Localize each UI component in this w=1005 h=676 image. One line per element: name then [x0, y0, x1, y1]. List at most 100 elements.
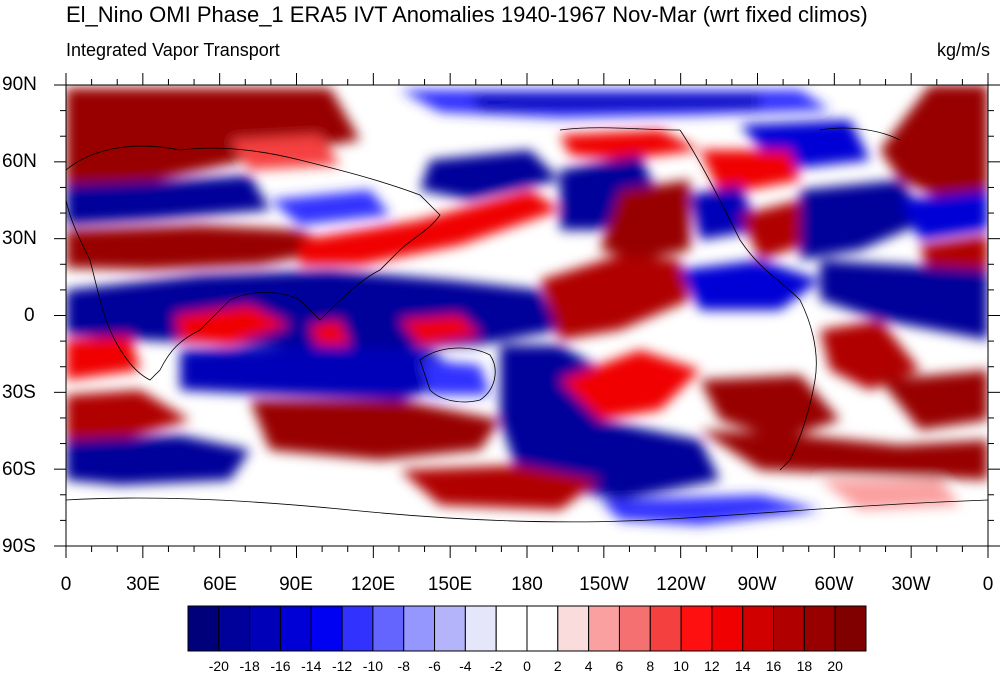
- anomaly-patch-neg: [180, 345, 470, 400]
- anomaly-patch-pos: [66, 225, 340, 270]
- lat-label-90n: 90N: [2, 74, 37, 95]
- colorbar-box: [434, 605, 466, 652]
- lon-label: 90E: [279, 574, 313, 595]
- anomaly-patch-pos: [400, 315, 480, 345]
- colorbar-label: -12: [331, 658, 353, 674]
- anomaly-patch-neg: [820, 260, 988, 340]
- lon-label: 120W: [656, 574, 706, 595]
- units-label: kg/m/s: [936, 40, 990, 60]
- colorbar-label: 14: [734, 658, 751, 674]
- colorbar-label: -10: [362, 658, 384, 674]
- colorbar-label: -20: [208, 658, 229, 674]
- lon-label: 180: [511, 574, 543, 595]
- lon-label: 0: [982, 574, 994, 595]
- colorbar-box: [618, 605, 651, 652]
- colorbar-label: 8: [646, 658, 655, 674]
- lon-label: 60W: [814, 574, 854, 595]
- lon-label: 30W: [891, 574, 931, 595]
- colorbar-label: 10: [673, 658, 689, 674]
- anomaly-patch-pos: [300, 190, 560, 265]
- colorbar-label: 6: [615, 658, 624, 674]
- anomaly-patch-neg: [600, 495, 820, 525]
- lat-label-30s: 30S: [2, 382, 36, 403]
- anomaly-patch-pos: [175, 305, 290, 345]
- colorbar-box: [803, 605, 836, 652]
- anomaly-patch-neg: [420, 150, 560, 200]
- colorbar-box: [218, 605, 251, 652]
- anomaly-patch-pos: [66, 335, 140, 380]
- colorbar-box: [680, 605, 713, 652]
- lon-label: 150W: [579, 574, 629, 595]
- colorbar-label: 0: [523, 658, 531, 674]
- colorbar-box: [187, 605, 220, 652]
- colorbar: [187, 605, 867, 652]
- anomaly-patch-pos: [66, 88, 360, 190]
- anomaly-patch-neg: [900, 190, 988, 240]
- anomaly-patch-pos: [700, 150, 800, 195]
- anomaly-patch-neg: [680, 260, 820, 310]
- colorbar-label: 20: [827, 658, 843, 674]
- anomaly-patch-pos: [66, 390, 190, 440]
- anomaly-patch-pos: [250, 400, 500, 460]
- anomaly-patch-neg: [800, 180, 930, 260]
- variable-name: Integrated Vapor Transport: [66, 40, 280, 60]
- anomaly-patch-neg: [66, 435, 250, 485]
- colorbar-box: [249, 605, 281, 652]
- colorbar-label: -2: [489, 658, 503, 674]
- coastlines: [66, 127, 988, 523]
- anomaly-patch-pos: [880, 85, 988, 220]
- lat-label-30n: 30N: [2, 228, 37, 249]
- anomaly-field: [66, 85, 988, 546]
- plot-title: El_Nino OMI Phase_1 ERA5 IVT Anomalies 1…: [66, 2, 868, 27]
- axis-ticks: [54, 73, 1000, 558]
- colorbar-box: [279, 605, 312, 652]
- colorbar-label: -8: [397, 658, 410, 674]
- lat-label-90s: 90S: [2, 536, 36, 557]
- anomaly-patch-neg: [66, 175, 270, 225]
- anomaly-patch-pos: [230, 135, 340, 170]
- anomaly-patch-pos: [820, 320, 920, 390]
- anomaly-patch-pos: [600, 180, 690, 260]
- anomaly-patch-neg: [470, 95, 760, 110]
- colorbar-box: [403, 605, 436, 652]
- anomaly-patch-pos: [560, 350, 700, 420]
- lat-label-eq: 0: [24, 305, 35, 326]
- colorbar-box: [341, 605, 374, 652]
- lon-label: 90W: [737, 574, 777, 595]
- anomaly-patch-pos: [700, 430, 988, 480]
- colorbar-label: -6: [428, 658, 441, 674]
- lat-label-60n: 60N: [2, 151, 37, 172]
- colorbar-label: -18: [239, 658, 260, 674]
- colorbar-label: 2: [553, 658, 562, 674]
- colorbar-label: 18: [796, 658, 813, 674]
- anomaly-patch-pos: [560, 130, 700, 160]
- colorbar-box: [773, 605, 805, 652]
- lat-label-60s: 60S: [2, 459, 36, 480]
- colorbar-box: [526, 605, 559, 652]
- lon-label: 0: [60, 574, 72, 595]
- lon-label: 150E: [427, 574, 473, 595]
- anomaly-patch-neg: [420, 360, 490, 395]
- lon-label: 120E: [350, 574, 396, 595]
- colorbar-label: 12: [704, 658, 720, 674]
- colorbar-box: [372, 605, 405, 652]
- colorbar-box: [649, 605, 682, 652]
- anomaly-patch-pos: [400, 465, 600, 510]
- colorbar-box: [834, 605, 867, 652]
- colorbar-box: [588, 605, 620, 652]
- colorbar-box: [310, 605, 343, 652]
- anomaly-patch-neg: [270, 190, 390, 225]
- anomaly-patch-pos: [540, 255, 690, 340]
- colorbar-label: -16: [270, 658, 291, 674]
- colorbar-box: [711, 605, 744, 652]
- anomaly-patch-pos: [880, 370, 988, 430]
- colorbar-label: 16: [765, 658, 782, 674]
- lon-label: 60E: [203, 574, 237, 595]
- colorbar-label: 4: [584, 658, 593, 674]
- colorbar-box: [742, 605, 775, 652]
- colorbar-box: [495, 605, 528, 652]
- anomaly-patch-neg: [690, 185, 760, 240]
- lon-label: 30E: [126, 574, 160, 595]
- colorbar-box: [464, 605, 497, 652]
